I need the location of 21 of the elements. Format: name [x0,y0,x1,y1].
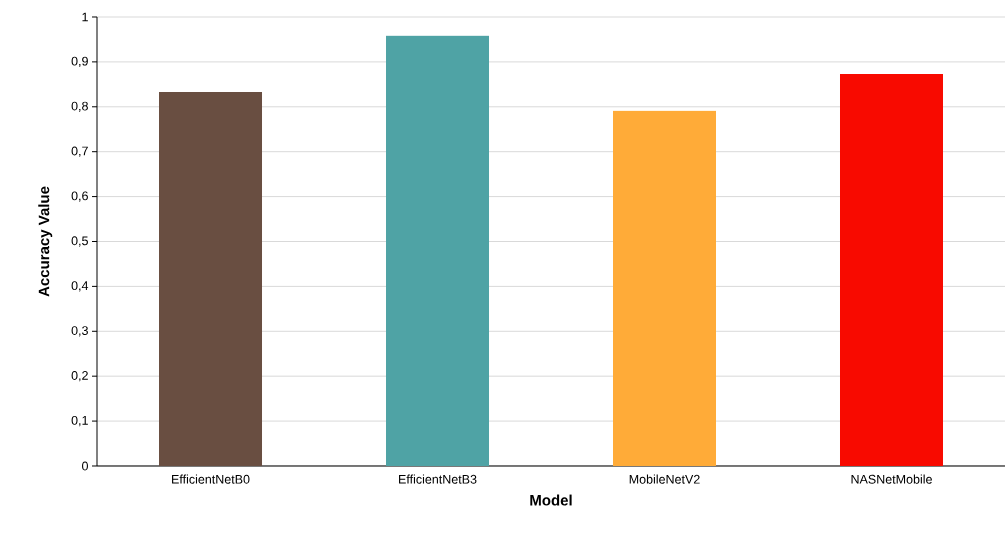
bar [840,74,943,466]
y-tick-label: 0,9 [71,56,88,68]
y-tick-label: 0 [82,461,88,471]
bar [386,35,490,466]
y-tick-label: 0,3 [71,326,88,337]
x-tick-label: EfficientNetB0 [172,474,250,484]
y-tick-label: 0,4 [71,281,89,292]
y-tick-label: 0,6 [71,191,88,202]
x-tick-label: MobileNetV2 [629,474,700,484]
y-tick-label: 0,5 [71,236,88,247]
y-tick-label: 1 [82,12,88,22]
y-tick-label: 0,2 [71,371,88,382]
x-tick-label: NASNetMobile [851,474,932,484]
y-tick-label: 0,1 [71,415,88,427]
y-tick-label: 0,8 [71,101,88,112]
x-axis-title: Model [530,494,572,506]
y-tick-label: 0,7 [71,146,88,157]
x-tick-label: EfficientNetB3 [399,474,477,484]
y-axis-title: Accuracy Value [38,186,53,297]
bar [613,110,716,466]
bar [159,91,263,466]
